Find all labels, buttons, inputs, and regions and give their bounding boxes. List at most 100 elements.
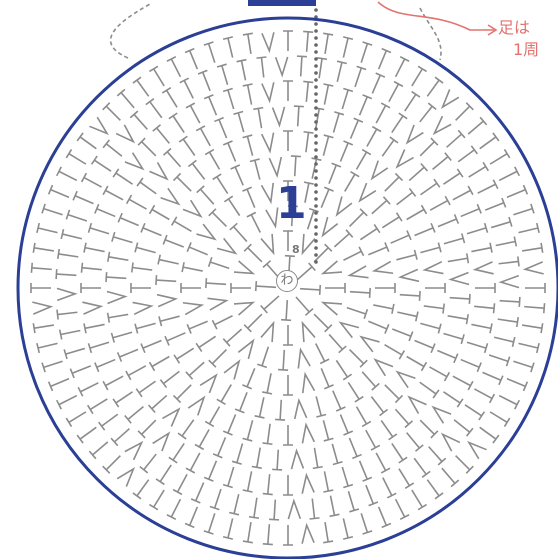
- single-crochet-icon: [375, 283, 396, 293]
- increase-stitch-icon: [156, 293, 179, 308]
- single-crochet-icon: [242, 368, 256, 390]
- single-crochet-icon: [77, 382, 99, 397]
- single-crochet-icon: [162, 234, 185, 248]
- slip-stitch-dot: [314, 8, 318, 12]
- single-crochet-icon: [98, 413, 119, 431]
- single-crochet-icon: [204, 148, 221, 170]
- single-crochet-icon: [30, 262, 52, 273]
- single-crochet-icon: [242, 134, 254, 156]
- single-crochet-icon: [229, 493, 240, 516]
- increase-stitch-icon: [160, 187, 181, 206]
- single-crochet-icon: [371, 72, 386, 94]
- single-crochet-icon: [394, 408, 414, 429]
- increase-stitch-icon: [290, 448, 305, 470]
- single-crochet-icon: [283, 325, 293, 346]
- single-crochet-icon: [499, 296, 521, 307]
- single-crochet-icon: [323, 471, 334, 493]
- single-crochet-icon: [83, 323, 105, 334]
- single-crochet-icon: [69, 365, 92, 379]
- single-crochet-icon: [242, 186, 256, 208]
- single-crochet-icon: [55, 269, 77, 280]
- increase-stitch-icon: [432, 115, 452, 136]
- single-crochet-icon: [137, 419, 157, 439]
- single-crochet-icon: [449, 293, 471, 304]
- single-crochet-icon: [348, 437, 362, 460]
- single-crochet-icon: [344, 170, 360, 192]
- single-crochet-icon: [315, 396, 327, 418]
- single-crochet-icon: [110, 428, 130, 447]
- increase-stitch-icon: [301, 371, 316, 394]
- single-crochet-icon: [370, 396, 389, 417]
- single-crochet-icon: [170, 216, 192, 232]
- single-crochet-icon: [185, 102, 201, 124]
- single-crochet-icon: [90, 155, 112, 172]
- single-crochet-icon: [368, 242, 390, 256]
- single-crochet-icon: [420, 178, 441, 196]
- annotation-line-1: 足は: [498, 18, 531, 37]
- single-crochet-icon: [125, 365, 147, 381]
- slip-stitch-dot: [314, 50, 318, 54]
- increase-stitch-icon: [268, 156, 283, 179]
- single-crochet-icon: [148, 355, 170, 372]
- single-crochet-icon: [203, 513, 216, 535]
- single-crochet-icon: [474, 388, 496, 404]
- single-crochet-icon: [394, 498, 410, 520]
- single-crochet-icon: [233, 110, 245, 133]
- single-crochet-icon: [72, 190, 94, 205]
- increase-stitch-icon: [162, 407, 181, 427]
- single-crochet-icon: [452, 185, 474, 201]
- single-crochet-icon: [283, 30, 293, 51]
- single-crochet-icon: [525, 283, 546, 293]
- single-crochet-icon: [178, 135, 196, 156]
- slip-stitch-dot: [314, 197, 318, 201]
- single-crochet-icon: [381, 136, 399, 157]
- slip-stitch-dot: [314, 64, 318, 68]
- single-crochet-icon: [194, 429, 210, 451]
- increase-stitch-icon: [347, 265, 369, 279]
- single-crochet-icon: [384, 384, 404, 404]
- single-crochet-icon: [380, 420, 398, 441]
- increase-stitch-icon: [301, 320, 316, 343]
- single-crochet-icon: [148, 489, 165, 511]
- increase-stitch-icon: [522, 261, 544, 275]
- single-crochet-icon: [447, 253, 470, 264]
- slip-stitch-dot: [314, 22, 318, 26]
- single-crochet-icon: [179, 77, 194, 99]
- single-crochet-icon: [272, 449, 283, 471]
- single-crochet-icon: [283, 180, 293, 201]
- single-crochet-icon: [236, 58, 247, 81]
- single-crochet-icon: [497, 316, 520, 328]
- single-crochet-icon: [262, 373, 273, 395]
- single-crochet-icon: [177, 419, 195, 440]
- single-crochet-icon: [498, 256, 520, 267]
- slip-stitch-dot: [314, 176, 318, 180]
- single-crochet-icon: [397, 311, 419, 322]
- single-crochet-icon: [262, 423, 273, 446]
- single-crochet-icon: [130, 262, 153, 273]
- increase-stitch-icon: [440, 432, 461, 452]
- single-crochet-icon: [159, 370, 180, 389]
- single-crochet-icon: [490, 216, 513, 229]
- single-crochet-icon: [102, 139, 123, 157]
- single-crochet-icon: [205, 278, 227, 289]
- increase-stitch-icon: [274, 56, 289, 78]
- single-crochet-icon: [295, 296, 314, 316]
- single-crochet-icon: [242, 83, 253, 105]
- single-crochet-icon: [328, 162, 342, 185]
- single-crochet-icon: [86, 398, 108, 415]
- single-crochet-icon: [208, 208, 228, 228]
- single-crochet-icon: [256, 56, 267, 78]
- single-crochet-icon: [513, 203, 535, 216]
- single-crochet-icon: [391, 328, 414, 342]
- slip-stitch-dot: [314, 71, 318, 75]
- single-crochet-icon: [429, 195, 451, 211]
- single-crochet-icon: [102, 102, 121, 121]
- single-crochet-icon: [331, 443, 343, 466]
- single-crochet-icon: [346, 306, 369, 319]
- single-crochet-icon: [283, 130, 293, 151]
- single-crochet-icon: [185, 361, 205, 380]
- slip-stitch-dot: [314, 85, 318, 89]
- single-crochet-icon: [32, 323, 55, 334]
- single-crochet-icon: [63, 347, 86, 360]
- increase-stitch-icon: [260, 132, 275, 154]
